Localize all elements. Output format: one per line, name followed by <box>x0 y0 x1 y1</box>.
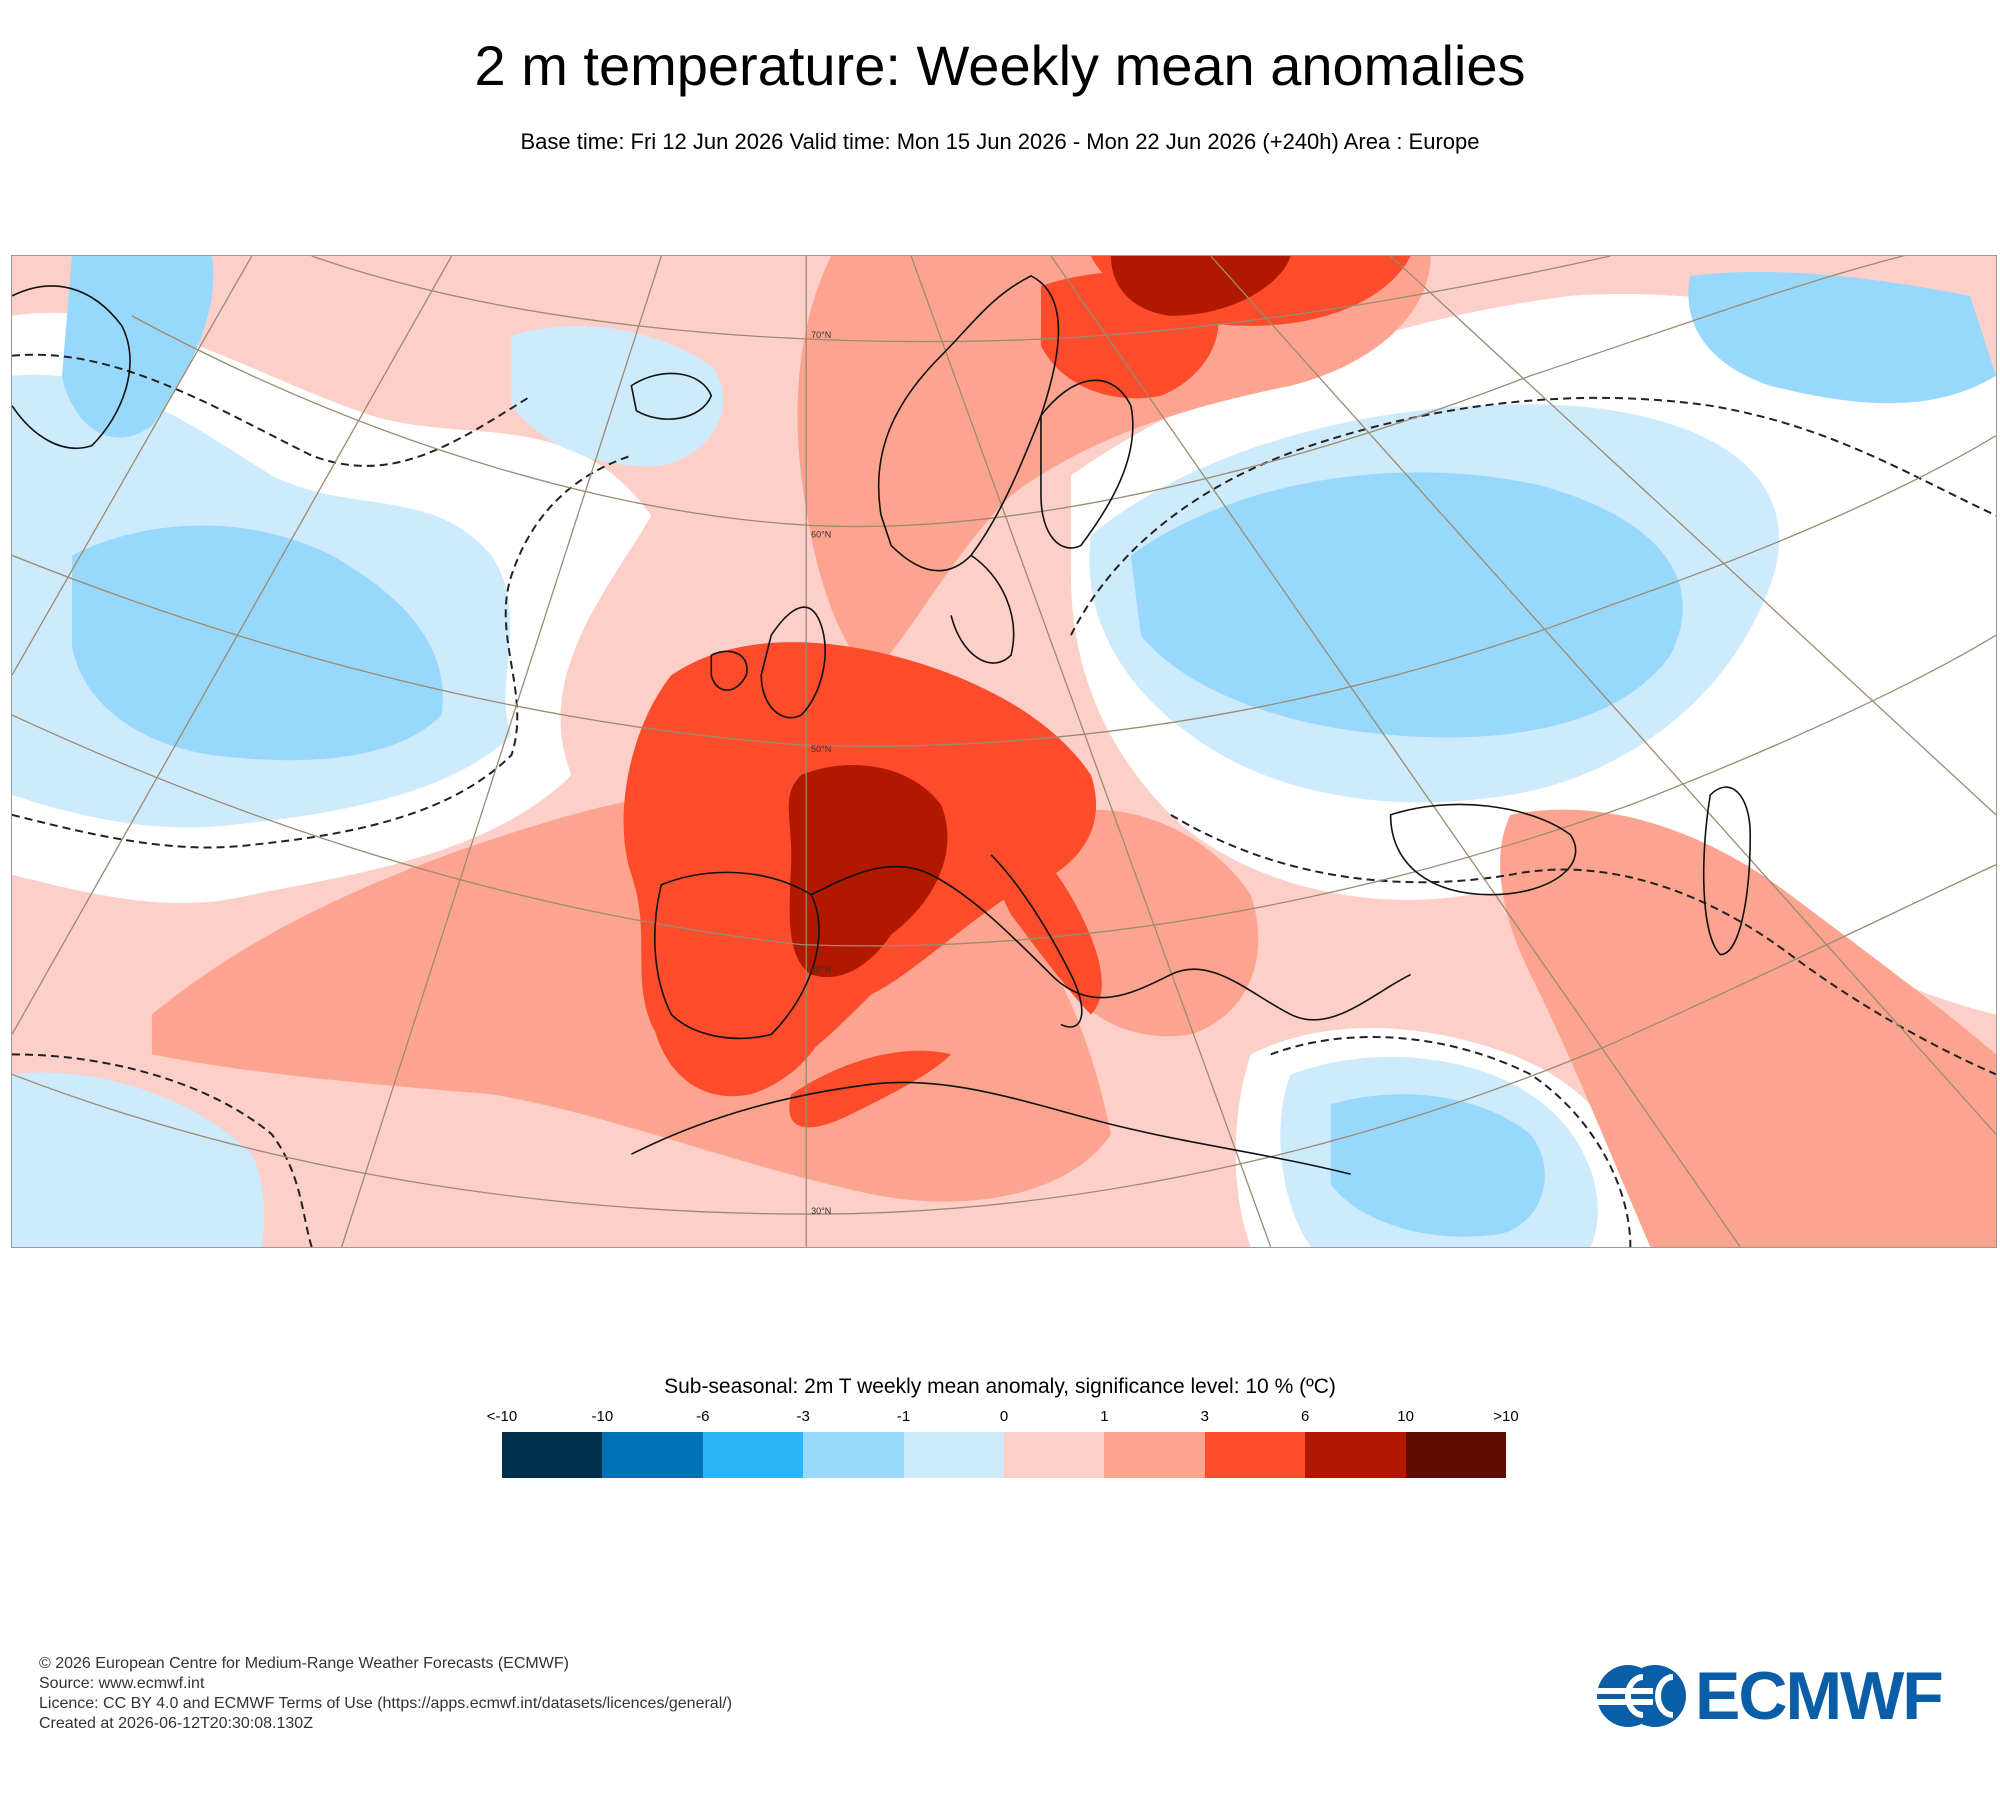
anomaly-map-svg: 70°N 60°N 50°N 40°N 30°N <box>12 256 1996 1247</box>
legend-tick-10: >10 <box>1493 1408 1519 1425</box>
anomaly-zone-blue-north-east <box>1688 272 1996 404</box>
significance-contour-east-south <box>1170 814 1996 1076</box>
coast-north-africa <box>631 1081 1351 1175</box>
anomaly-zone-red-iberia <box>644 880 837 1097</box>
graticule-meridian-20e <box>1050 256 1741 1247</box>
anomaly-zone-darkred-kola <box>1110 256 1291 316</box>
legend-swatch-4 <box>903 1432 1005 1478</box>
graticule-parallel-60n <box>131 256 1906 528</box>
chart-title: 2 m temperature: Weekly mean anomalies <box>474 34 1526 97</box>
footer-source: Source: www.ecmwf.int <box>39 1675 205 1692</box>
legend-ticks: <-10 -10 -6 -3 -1 0 1 3 6 10 >10 <box>487 1408 1519 1426</box>
legend-swatch-5 <box>1004 1432 1105 1478</box>
coast-black-sea <box>1389 803 1577 896</box>
coast-greenland <box>12 285 131 450</box>
legend-color-bar <box>502 1432 1507 1478</box>
graticule-parallel-30n <box>12 864 1996 1215</box>
lat-label-70n: 70°N <box>811 330 831 340</box>
anomaly-zone-red-middle-east <box>1500 809 1996 1247</box>
legend-swatch-8 <box>1305 1432 1406 1478</box>
significance-contour-south-east <box>1270 1036 1632 1247</box>
legend-tick-6: 1 <box>1100 1408 1109 1425</box>
lat-label-30n: 30°N <box>811 1206 831 1216</box>
significance-contour-south-west <box>12 1053 313 1247</box>
legend-tick-3: -3 <box>796 1408 810 1425</box>
ecmwf-logo-text: ECMWF <box>1695 1658 1944 1734</box>
legend-tick-5: 0 <box>999 1408 1009 1425</box>
coast-europe-south <box>810 865 1411 1021</box>
coast-british-isles <box>710 606 826 719</box>
lat-label-60n: 60°N <box>811 529 831 539</box>
significance-contours <box>12 353 1996 1247</box>
anomaly-zone-blue-eastern-europe-core <box>1130 472 1683 738</box>
coast-iceland <box>630 372 713 420</box>
coast-scandinavia <box>877 275 1060 572</box>
legend-swatch-1 <box>602 1432 703 1478</box>
footer-created: Created at 2026-06-12T20:30:08.130Z <box>39 1715 313 1732</box>
ecmwf-logo: ECMWF <box>1595 1658 1970 1734</box>
lat-label-40n: 40°N <box>811 965 831 975</box>
legend-tick-8: 6 <box>1301 1408 1310 1425</box>
graticule-parallel-70n <box>311 256 1611 343</box>
legend-tick-2: -6 <box>696 1408 710 1425</box>
significance-contour-north-atlantic <box>12 353 533 467</box>
anomaly-map: 70°N 60°N 50°N 40°N 30°N <box>11 255 1997 1248</box>
coast-italy <box>990 854 1083 1028</box>
significance-contour-east <box>1070 396 1996 636</box>
legend-swatch-6 <box>1104 1432 1205 1478</box>
graticule <box>12 256 1996 1247</box>
footer-copyright: © 2026 European Centre for Medium-Range … <box>39 1655 569 1672</box>
graticule-meridian-10e <box>910 256 1272 1247</box>
legend-tick-1: -10 <box>591 1408 614 1425</box>
graticule-meridian-20w <box>12 256 453 1035</box>
legend-swatch-2 <box>702 1432 804 1478</box>
coast-baltic <box>950 554 1015 664</box>
legend-tick-0: <-10 <box>486 1408 518 1425</box>
anomaly-zone-blue-south-west <box>12 1072 265 1247</box>
ecmwf-logo-icon <box>1595 1665 1686 1727</box>
legend-swatch-0 <box>502 1432 603 1478</box>
graticule-parallel-50n <box>12 435 1996 747</box>
coast-iberia <box>653 871 820 1040</box>
graticule-meridian-30w <box>12 256 253 676</box>
significance-contour-atlantic <box>12 454 632 849</box>
graticule-meridian-10w <box>341 256 662 1247</box>
coast-caspian <box>1702 786 1752 956</box>
anomaly-zone-red-balkans <box>1050 809 1259 1037</box>
lat-label-50n: 50°N <box>811 744 831 754</box>
coast-finland <box>1040 379 1134 549</box>
anomaly-zone-red-italy <box>987 814 1102 1015</box>
legend-swatch-7 <box>1204 1432 1306 1478</box>
graticule-parallel-40n <box>12 634 1996 947</box>
chart-subtitle: Base time: Fri 12 Jun 2026 Valid time: M… <box>520 129 1480 154</box>
graticule-meridian-30e <box>1210 256 1996 1135</box>
footer-credits: © 2026 European Centre for Medium-Range … <box>39 1654 732 1734</box>
legend-tick-7: 3 <box>1200 1408 1209 1425</box>
legend-tick-9: 10 <box>1397 1408 1414 1425</box>
legend-title: Sub-seasonal: 2m T weekly mean anomaly, … <box>664 1375 1336 1398</box>
anomaly-zone-red-scandinavia <box>797 256 1431 676</box>
anomaly-zone-blue-greenland <box>61 256 214 438</box>
legend-swatch-9 <box>1405 1432 1507 1478</box>
footer-licence: Licence: CC BY 4.0 and ECMWF Terms of Us… <box>39 1695 733 1712</box>
legend-tick-4: -1 <box>896 1408 911 1425</box>
anomaly-zone-blue-north-atlantic-core <box>71 525 443 761</box>
coastlines <box>12 275 1752 1175</box>
anomaly-zone-red-north-africa <box>789 1050 952 1128</box>
graticule-meridian-40e <box>1390 256 1996 816</box>
anomaly-zone-blue-norwegian-sea <box>511 325 724 467</box>
anomaly-zone-blue-south-east-core <box>1330 1094 1545 1237</box>
legend-swatch-3 <box>803 1432 904 1478</box>
